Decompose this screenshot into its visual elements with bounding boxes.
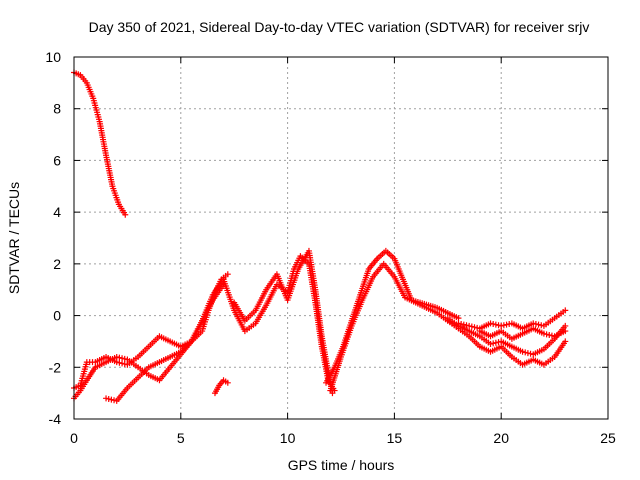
data-point — [538, 322, 545, 329]
data-point — [498, 322, 505, 329]
data-point — [490, 340, 497, 347]
data-point — [535, 321, 542, 328]
x-tick-label: 10 — [280, 430, 296, 446]
y-tick-label: 2 — [53, 256, 61, 272]
x-tick-label: 0 — [70, 430, 78, 446]
data-point — [532, 320, 539, 327]
data-point — [116, 359, 123, 366]
data-point — [471, 324, 478, 331]
data-point — [103, 395, 110, 402]
data-point — [500, 322, 507, 329]
tick-labels: 0 5 10 15 20 25 -4 -2 0 2 4 6 8 10 — [45, 49, 616, 446]
y-tick-label: 10 — [45, 49, 61, 65]
data-point — [122, 211, 129, 218]
grid-lines — [74, 57, 608, 419]
data-point — [463, 322, 470, 329]
data-point — [468, 323, 475, 330]
data-marks — [71, 69, 569, 404]
data-point — [562, 328, 569, 335]
data-point — [113, 353, 120, 360]
data-point — [495, 322, 502, 329]
y-tick-label: 4 — [53, 204, 61, 220]
data-point — [113, 359, 120, 366]
y-tick-label: 8 — [53, 101, 61, 117]
data-point — [119, 355, 126, 362]
data-point — [458, 320, 465, 327]
axis-ticks — [73, 56, 609, 420]
data-point — [119, 360, 126, 367]
chart-title: Day 350 of 2021, Sidereal Day-to-day VTE… — [89, 19, 590, 35]
data-point — [522, 349, 529, 356]
y-tick-label: -4 — [49, 411, 62, 427]
data-point — [503, 321, 510, 328]
data-point — [524, 350, 531, 357]
data-point — [455, 315, 462, 322]
data-point — [116, 354, 123, 361]
data-point — [490, 320, 497, 327]
plot-frame — [73, 56, 609, 420]
data-point — [466, 322, 473, 329]
data-point — [546, 331, 553, 338]
x-tick-label: 5 — [177, 430, 185, 446]
data-point — [108, 396, 115, 403]
y-tick-label: -2 — [49, 359, 62, 375]
y-axis-label: SDTVAR / TECUs — [6, 182, 22, 294]
data-point — [562, 307, 569, 314]
data-point — [121, 361, 128, 368]
data-point — [492, 339, 499, 346]
data-point — [562, 338, 569, 345]
data-point — [487, 341, 494, 348]
x-tick-label: 25 — [600, 430, 616, 446]
data-point — [492, 321, 499, 328]
data-point — [111, 397, 118, 404]
y-tick-label: 0 — [53, 308, 61, 324]
data-point — [455, 320, 462, 327]
data-point — [105, 395, 112, 402]
data-point — [519, 348, 526, 355]
x-tick-label: 15 — [387, 430, 403, 446]
data-point — [543, 331, 550, 338]
data-point — [530, 320, 537, 327]
data-point — [121, 355, 128, 362]
data-point — [460, 321, 467, 328]
y-tick-label: 6 — [53, 152, 61, 168]
data-point — [224, 271, 231, 278]
data-point — [540, 330, 547, 337]
data-point — [562, 322, 569, 329]
data-point — [224, 379, 231, 386]
data-point — [487, 320, 494, 327]
x-axis-label: GPS time / hours — [288, 457, 395, 473]
x-tick-label: 20 — [493, 430, 509, 446]
